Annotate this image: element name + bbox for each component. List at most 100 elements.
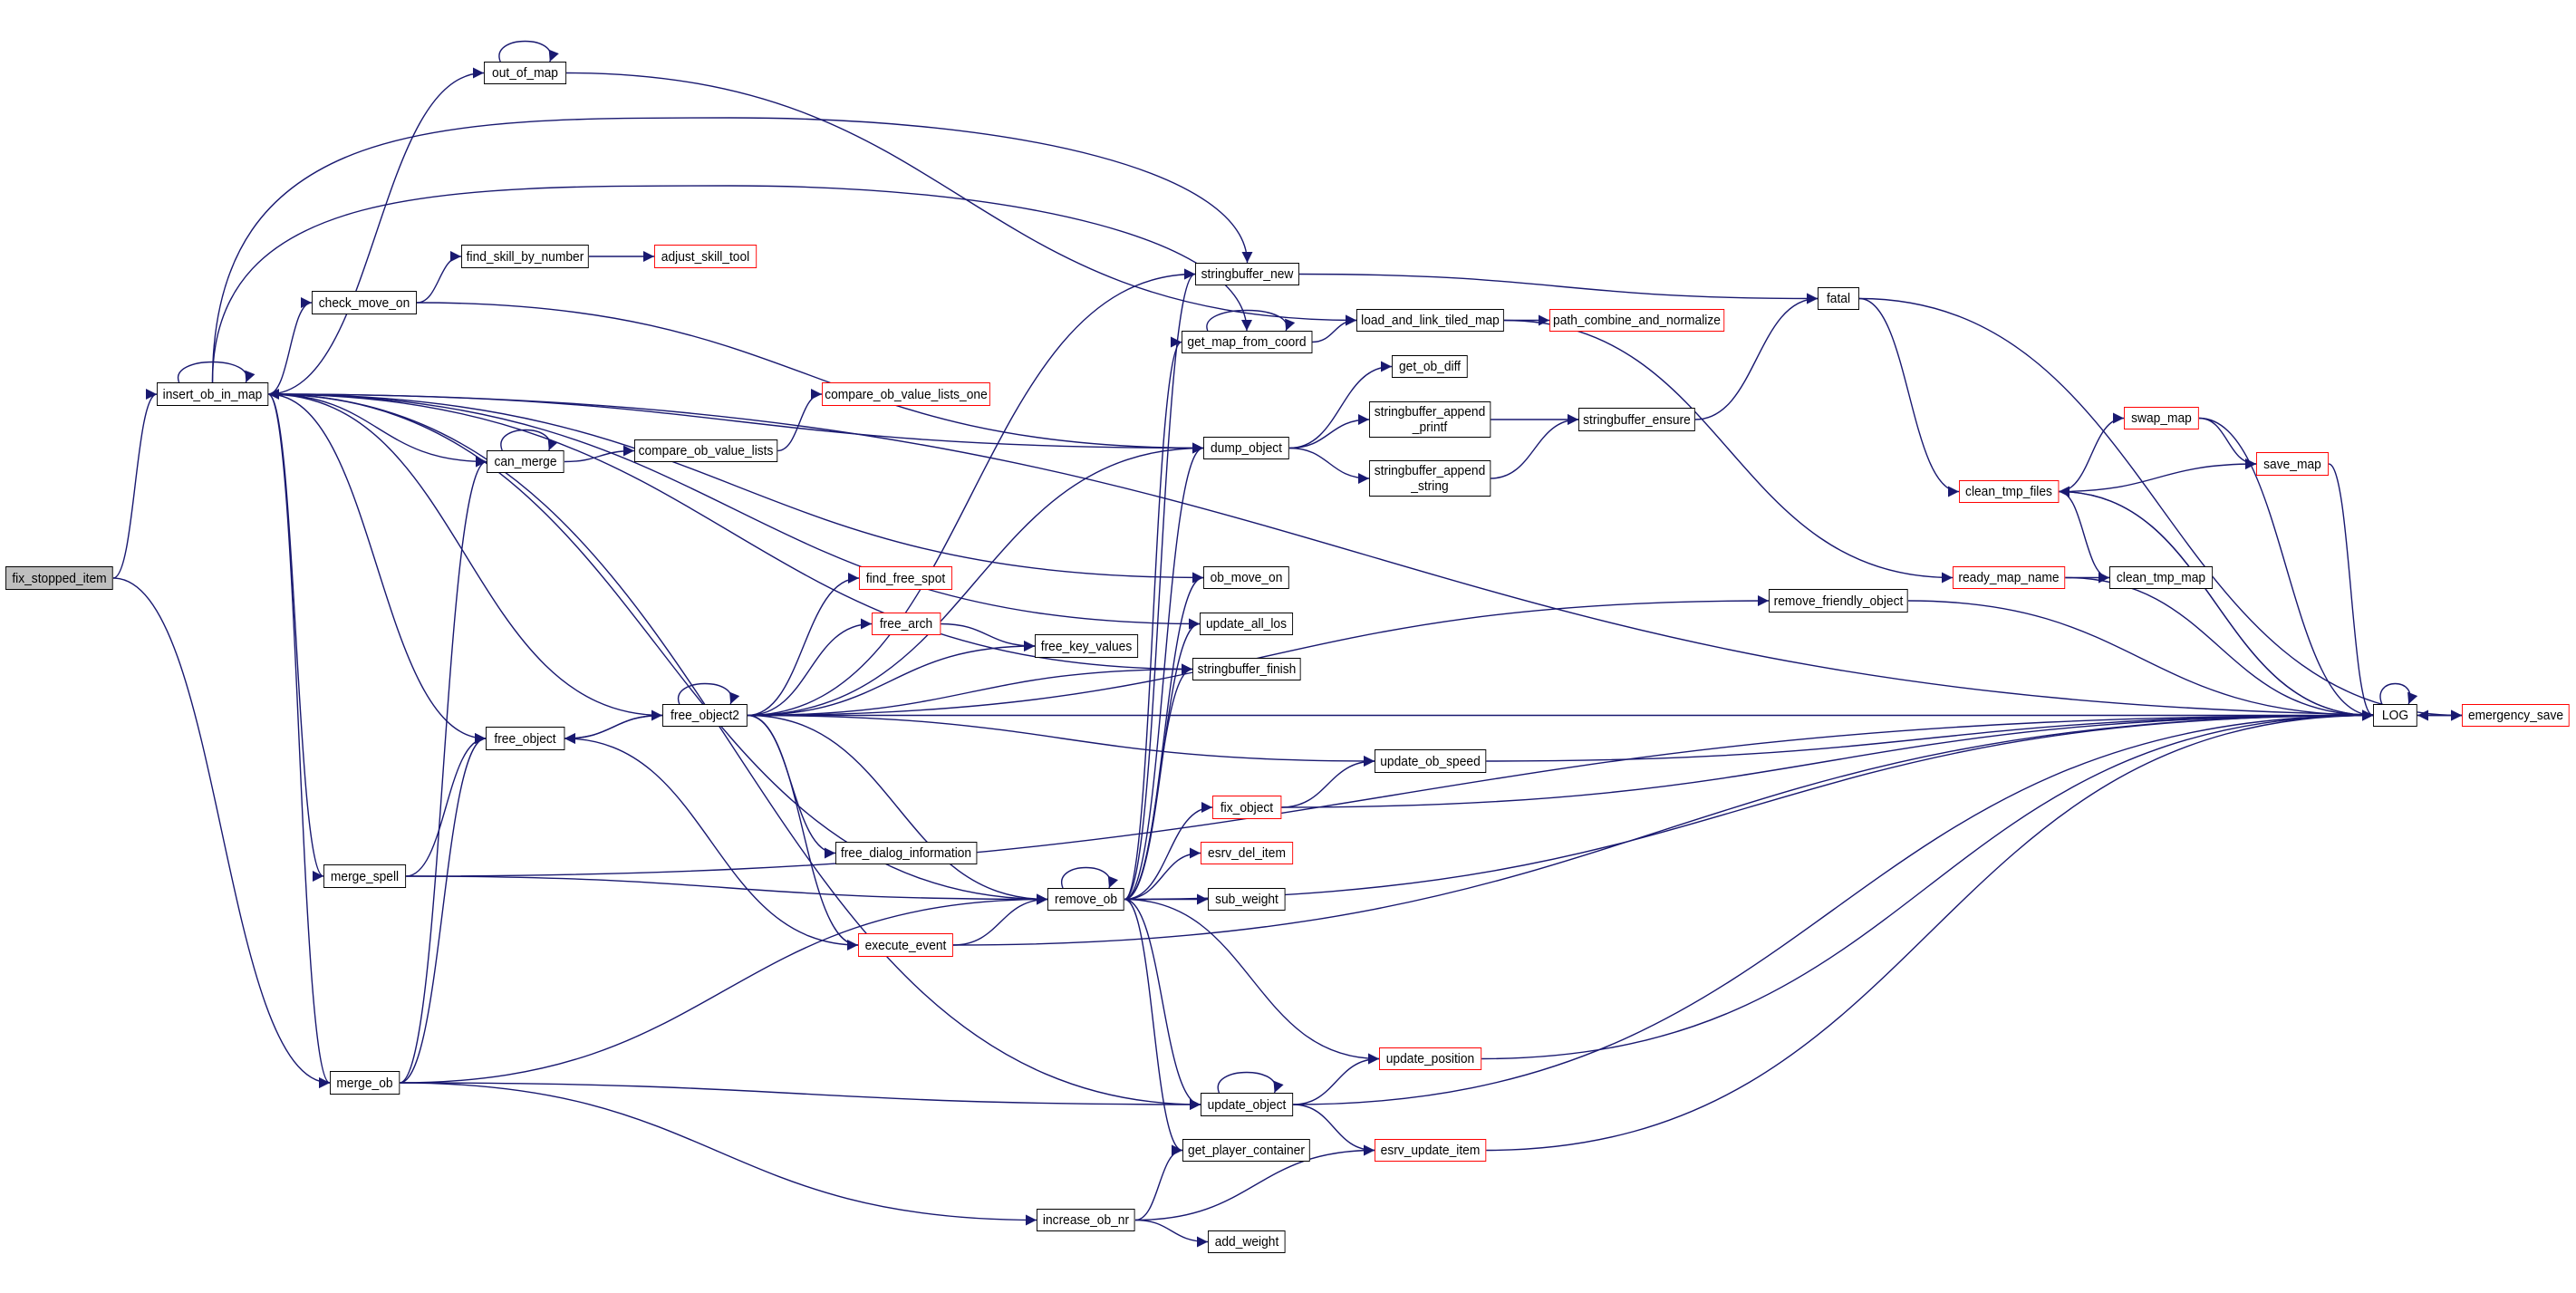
node-esrv-del-item[interactable]: esrv_del_item (1201, 842, 1293, 864)
node-clean-tmp-map[interactable]: clean_tmp_map (2109, 566, 2213, 589)
node-adjust-skill-tool[interactable]: adjust_skill_tool (654, 245, 757, 268)
node-merge-ob[interactable]: merge_ob (330, 1071, 400, 1095)
node-save-map[interactable]: save_map (2256, 452, 2329, 476)
node-can-merge[interactable]: can_merge (487, 450, 564, 473)
edge-fix_object-to-LOG (1280, 709, 2374, 808)
edge-remove_ob-to-stringbuffer_new (1124, 268, 1196, 901)
node-free-dialog-information[interactable]: free_dialog_information (835, 842, 977, 864)
node-stringbuffer-ensure[interactable]: stringbuffer_ensure (1578, 408, 1695, 431)
edge-free_object2-to-update_ob_speed (747, 714, 1375, 767)
node-get-map-from-coord[interactable]: get_map_from_coord (1182, 331, 1312, 353)
node-label: get_player_container (1188, 1143, 1305, 1158)
node-ready-map-name[interactable]: ready_map_name (1953, 566, 2065, 589)
node-remove-friendly-object[interactable]: remove_friendly_object (1769, 589, 1908, 613)
node-stringbuffer-new[interactable]: stringbuffer_new (1195, 263, 1299, 285)
edge-free_object2-to-free_arch (747, 618, 873, 717)
node-swap-map[interactable]: swap_map (2124, 407, 2199, 429)
node-fix-stopped-item[interactable]: fix_stopped_item (5, 566, 113, 590)
node-label: execute_event (864, 937, 947, 953)
edge-update_object-to-update_position (1292, 1053, 1380, 1105)
node-free-arch[interactable]: free_arch (872, 613, 941, 635)
edge-remove_ob-to-get_map_from_coord (1124, 336, 1182, 901)
node-label: stringbuffer_append (1374, 463, 1486, 478)
edge-merge_ob-to-can_merge (399, 456, 487, 1084)
edge-clean_tmp_files-to-save_map (2058, 458, 2257, 493)
node-update-object[interactable]: update_object (1201, 1093, 1293, 1116)
node-label: update_object (1207, 1096, 1287, 1113)
edge-free_object2-to-insert_ob_in_map (267, 389, 663, 717)
edge-get_map_from_coord-to-get_map_from_coord (1206, 309, 1296, 332)
edge-insert_ob_in_map-to-stringbuffer_finish (267, 393, 1193, 675)
node-label: clean_tmp_map (2116, 570, 2206, 585)
node-add-weight[interactable]: add_weight (1208, 1230, 1286, 1253)
edge-increase_ob_nr-to-get_player_container (1134, 1144, 1183, 1221)
node-compare-ob-value-lists-one[interactable]: compare_ob_value_lists_one (822, 382, 990, 406)
node-LOG[interactable]: LOG (2373, 704, 2417, 727)
node-label: sub_weight (1215, 892, 1278, 907)
edge-fix_stopped_item-to-merge_ob (112, 577, 331, 1088)
node-increase-ob-nr[interactable]: increase_ob_nr (1037, 1209, 1135, 1231)
node-esrv-update-item[interactable]: esrv_update_item (1375, 1139, 1486, 1162)
node-label: stringbuffer_ensure (1583, 411, 1691, 428)
node-ob-move-on[interactable]: ob_move_on (1203, 566, 1289, 589)
edge-free_object2-to-find_free_spot (747, 573, 860, 717)
edge-update_object-to-esrv_update_item (1292, 1104, 1375, 1156)
node-sub-weight[interactable]: sub_weight (1208, 888, 1286, 911)
edge-insert_ob_in_map-to-merge_spell (267, 393, 324, 882)
node-label: swap_map (2131, 410, 2192, 426)
node-load-and-link-tiled-map[interactable]: load_and_link_tiled_map (1356, 309, 1504, 332)
node-check-move-on[interactable]: check_move_on (312, 291, 417, 314)
edge-insert_ob_in_map-to-dump_object (267, 393, 1204, 454)
edge-free_object2-to-execute_event (747, 714, 859, 950)
edge-can_merge-to-compare_ob_value_lists (564, 445, 635, 463)
node-label: free_key_values (1040, 638, 1133, 654)
node-find-skill-by-number[interactable]: find_skill_by_number (461, 245, 589, 268)
node-stringbuffer-append-string[interactable]: stringbuffer_append _string (1369, 460, 1491, 497)
node-stringbuffer-append-printf[interactable]: stringbuffer_append _printf (1369, 401, 1491, 438)
edge-merge_spell-to-free_object (405, 733, 487, 877)
edge-free_arch-to-free_key_values (940, 622, 1036, 651)
node-emergency-save[interactable]: emergency_save (2462, 704, 2570, 727)
edge-insert_ob_in_map-to-out_of_map (267, 67, 485, 395)
node-clean-tmp-files[interactable]: clean_tmp_files (1959, 480, 2059, 503)
edge-insert_ob_in_map-to-check_move_on (267, 297, 313, 395)
node-label: update_position (1385, 1051, 1475, 1066)
node-free-object[interactable]: free_object (486, 727, 564, 750)
node-execute-event[interactable]: execute_event (858, 933, 953, 957)
node-label: check_move_on (318, 294, 410, 311)
node-get-player-container[interactable]: get_player_container (1182, 1139, 1310, 1162)
node-fatal[interactable]: fatal (1818, 287, 1859, 310)
node-get-ob-diff[interactable]: get_ob_diff (1392, 355, 1468, 378)
node-find-free-spot[interactable]: find_free_spot (859, 566, 952, 590)
edge-remove_friendly_object-to-LOG (1907, 600, 2374, 721)
edge-LOG-to-LOG (2379, 682, 2418, 705)
node-label: can_merge (494, 454, 557, 469)
node-merge-spell[interactable]: merge_spell (323, 864, 406, 888)
node-free-key-values[interactable]: free_key_values (1035, 634, 1138, 658)
node-compare-ob-value-lists[interactable]: compare_ob_value_lists (634, 439, 777, 462)
node-stringbuffer-finish[interactable]: stringbuffer_finish (1192, 658, 1301, 680)
node-update-position[interactable]: update_position (1379, 1047, 1481, 1070)
node-fix-object[interactable]: fix_object (1212, 796, 1281, 819)
node-free-object2[interactable]: free_object2 (662, 704, 748, 727)
node-dump-object[interactable]: dump_object (1203, 437, 1289, 459)
edge-merge_ob-to-update_object (399, 1082, 1201, 1110)
edge-execute_event-to-LOG (952, 709, 2374, 946)
node-path-combine-and-normalize[interactable]: path_combine_and_normalize (1549, 309, 1724, 332)
node-update-ob-speed[interactable]: update_ob_speed (1375, 749, 1486, 773)
edge-out_of_map-to-load_and_link_tiled_map (565, 72, 1357, 326)
edge-merge_ob-to-free_object (399, 733, 487, 1084)
node-label: save_map (2263, 456, 2321, 472)
node-out-of-map[interactable]: out_of_map (484, 62, 566, 84)
node-label: merge_ob (336, 1075, 393, 1091)
node-remove-ob[interactable]: remove_ob (1047, 888, 1124, 911)
node-insert-ob-in-map[interactable]: insert_ob_in_map (157, 382, 268, 406)
node-label: free_dialog_information (840, 845, 972, 861)
node-label: out_of_map (492, 65, 558, 81)
edge-dump_object-to-stringbuffer_append_string (1288, 447, 1370, 484)
edge-load_and_link_tiled_map-to-ready_map_name (1503, 319, 1954, 584)
edge-merge_spell-to-remove_ob (405, 875, 1048, 905)
edge-insert_ob_in_map-to-emergency_save (267, 393, 2463, 721)
node-label: esrv_del_item (1208, 845, 1286, 861)
node-update-all-los[interactable]: update_all_los (1200, 613, 1293, 635)
